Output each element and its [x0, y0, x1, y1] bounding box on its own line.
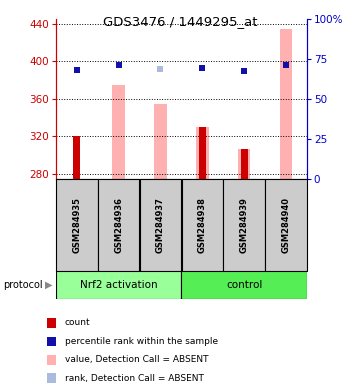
Bar	[196, 127, 209, 179]
Bar	[182, 179, 223, 271]
Text: percentile rank within the sample: percentile rank within the sample	[65, 337, 218, 346]
Bar	[280, 28, 292, 179]
Text: GSM284940: GSM284940	[282, 197, 291, 253]
Bar	[154, 104, 167, 179]
Bar	[199, 127, 206, 179]
Bar	[140, 179, 181, 271]
Text: GSM284937: GSM284937	[156, 197, 165, 253]
Bar	[73, 136, 80, 179]
Bar	[56, 271, 181, 299]
Text: GSM284935: GSM284935	[72, 197, 81, 253]
Bar	[241, 149, 248, 179]
Text: Nrf2 activation: Nrf2 activation	[80, 280, 157, 290]
Text: GSM284938: GSM284938	[198, 197, 207, 253]
Bar	[265, 179, 306, 271]
Text: control: control	[226, 280, 262, 290]
Bar	[181, 271, 307, 299]
Text: count: count	[65, 318, 91, 328]
Bar	[238, 149, 251, 179]
Text: value, Detection Call = ABSENT: value, Detection Call = ABSENT	[65, 355, 209, 364]
Text: rank, Detection Call = ABSENT: rank, Detection Call = ABSENT	[65, 374, 204, 383]
Text: GSM284936: GSM284936	[114, 197, 123, 253]
Text: protocol: protocol	[4, 280, 43, 290]
Text: GSM284939: GSM284939	[240, 197, 249, 253]
Text: ▶: ▶	[45, 280, 52, 290]
Text: GDS3476 / 1449295_at: GDS3476 / 1449295_at	[103, 15, 258, 28]
Bar	[56, 179, 97, 271]
Bar	[223, 179, 265, 271]
Bar	[112, 85, 125, 179]
Bar	[98, 179, 139, 271]
